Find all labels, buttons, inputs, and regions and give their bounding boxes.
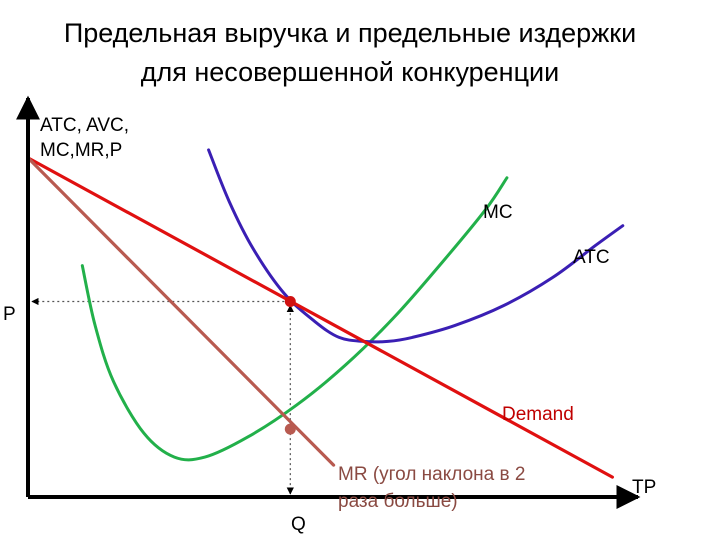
y-axis-label-line-2: MC,MR,P xyxy=(40,140,122,161)
axes xyxy=(15,95,641,509)
price-label-p: P xyxy=(3,304,16,325)
series-demand-curve xyxy=(26,156,614,479)
mr-mc-intersection-marker xyxy=(284,423,296,435)
markers xyxy=(284,295,296,435)
atc-curve-label: ATC xyxy=(573,247,610,268)
quantity-label-q: Q xyxy=(291,514,306,535)
y-axis-label-line-1: ATC, AVC, xyxy=(40,115,129,136)
chart-title-line-2: для несовершенной конкуренции xyxy=(141,57,559,87)
series-mr-curve xyxy=(26,156,336,467)
x-axis-label-tp: ТР xyxy=(632,477,656,498)
series-atc-curve xyxy=(207,148,625,344)
series-mc-curve xyxy=(80,176,509,462)
guide-lines xyxy=(31,297,294,495)
mr-curve-label-line-2: раза больше) xyxy=(338,491,458,512)
series-group xyxy=(26,148,625,479)
demand-curve-label: Demand xyxy=(502,404,574,425)
mr-curve-label-line-1: MR (угол наклона в 2 xyxy=(338,464,525,485)
mc-curve-label: MC xyxy=(483,202,513,223)
chart-title-line-1: Предельная выручка и предельные издержки xyxy=(64,18,636,48)
price-point-marker xyxy=(284,295,296,307)
